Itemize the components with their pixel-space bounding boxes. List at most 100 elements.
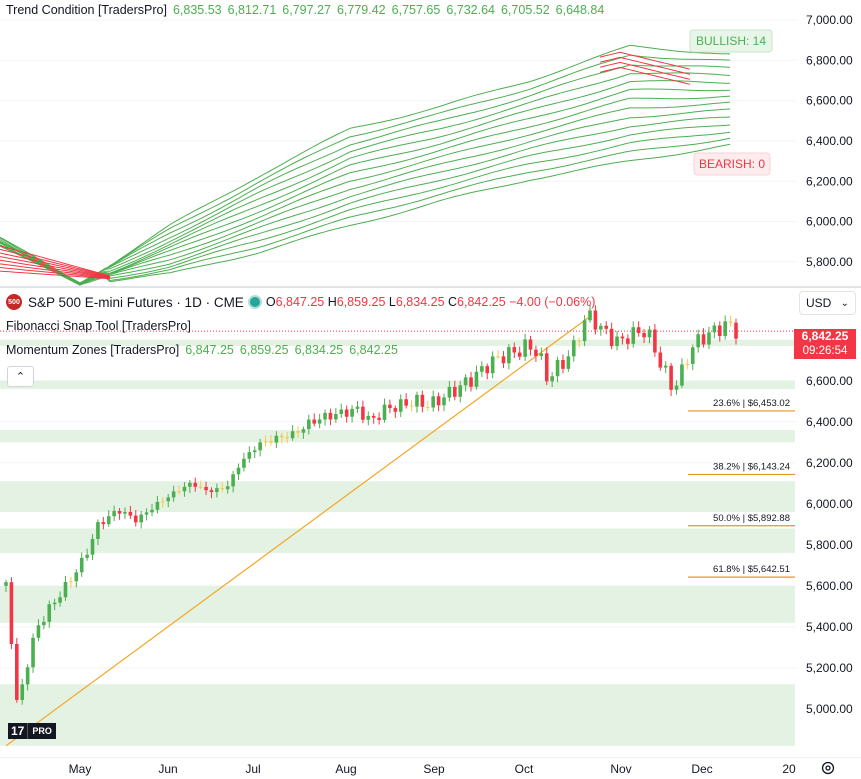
trend-legend: Trend Condition [TradersPro] 6,835.53 6,8… (6, 3, 604, 17)
candle-body (620, 336, 625, 339)
candles (4, 304, 738, 705)
candle-body (328, 412, 333, 420)
candle-body (436, 396, 441, 406)
candle-body (447, 386, 452, 398)
candle-body (485, 366, 490, 374)
candle-body (609, 328, 614, 347)
collapse-legend-button[interactable]: ⌃ (7, 366, 34, 387)
candle-body (20, 684, 25, 700)
time-label: Jul (245, 762, 260, 776)
candle-body (112, 510, 116, 517)
symbol-legend: 500 S&P 500 E-mini Futures · 1D · CME O6… (6, 294, 595, 310)
trend-bearish-line (0, 245, 111, 277)
candle-body (626, 338, 630, 344)
candle-body (58, 597, 62, 603)
candle-body (258, 442, 262, 451)
candle-body (599, 325, 603, 330)
candle-body (539, 353, 544, 357)
momentum-zone (0, 429, 795, 443)
candle-body (480, 366, 484, 372)
trend-grid (0, 19, 795, 263)
candle-body (561, 359, 565, 369)
candle-body (653, 329, 657, 353)
trend-bearish-line (0, 259, 111, 279)
candle-body (101, 522, 106, 525)
symbol-title[interactable]: S&P 500 E-mini Futures · 1D · CME (28, 294, 244, 310)
trend-value: 6,705.52 (500, 3, 550, 17)
trend-bearish-line (0, 267, 111, 279)
trend-ma-line (0, 137, 731, 285)
candle-body (177, 491, 181, 493)
trend-value: 6,812.71 (227, 3, 277, 17)
candle-body (663, 365, 668, 368)
time-label: Sep (423, 762, 445, 776)
trend-price-axis: 7,000.00 6,800.00 6,600.00 6,400.00 6,200.00… (806, 13, 853, 269)
candle-body (209, 490, 214, 493)
time-label: Aug (335, 762, 356, 776)
fib-indicator-name[interactable]: Fibonacci Snap Tool [TradersPro] (6, 319, 191, 333)
price-chart[interactable]: 23.6% | $6,453.02 38.2% | $6,143.24 50.0% … (0, 289, 861, 759)
open-value: 6,847.25 (275, 295, 325, 309)
currency-select[interactable]: USD ⌄ (799, 291, 856, 315)
candle-body (279, 435, 284, 438)
candle-body (707, 332, 711, 345)
candle-body (9, 582, 14, 644)
momentum-indicator-name[interactable]: Momentum Zones [TradersPro] (6, 343, 180, 357)
countdown-value: 09:26:54 (802, 345, 848, 357)
price-tick-label: 6,200.00 (806, 456, 853, 470)
candle-body (528, 339, 533, 350)
candle-body (215, 488, 219, 493)
candle-body (344, 409, 349, 417)
momentum-zone (0, 684, 795, 746)
momentum-indicator-legend: Momentum Zones [TradersPro] 6,847.25 6,85… (6, 343, 398, 357)
low-value: 6,834.25 (395, 295, 445, 309)
candle-body (96, 522, 100, 539)
time-axis-labels: May Jun Jul Aug Sep Oct Nov Dec 20 (69, 762, 796, 776)
momentum-values: 6,847.25 6,859.25 6,834.25 6,842.25 (185, 343, 398, 357)
trend-indicator-name[interactable]: Trend Condition [TradersPro] (6, 3, 167, 17)
candle-body (312, 419, 317, 424)
trend-tick-label: 6,200.00 (806, 174, 853, 188)
candle-body (361, 406, 365, 420)
last-price-value: 6,842.25 (801, 329, 849, 343)
candle-body (225, 486, 230, 490)
high-value: 6,859.25 (336, 295, 386, 309)
momentum-value: 6,859.25 (239, 343, 289, 357)
fib-indicator-legend: Fibonacci Snap Tool [TradersPro] (6, 319, 191, 333)
candle-body (366, 415, 371, 420)
candle-body (398, 399, 403, 412)
tradingview-logo[interactable]: 17 PRO (8, 723, 56, 739)
settings-gear-icon[interactable] (821, 761, 835, 775)
trend-bearish-line (0, 252, 111, 278)
candle-body (382, 404, 387, 420)
candle-body (555, 359, 560, 377)
candle-body (290, 431, 295, 439)
momentum-value: 6,834.25 (294, 343, 344, 357)
candle-body (636, 327, 641, 333)
candle-body (85, 554, 89, 558)
candle-body (544, 353, 549, 382)
bullish-label: BULLISH: 14 (696, 34, 766, 48)
trend-ma-line (0, 64, 731, 286)
candle-body (161, 501, 165, 503)
fibonacci-trendline (0, 314, 795, 747)
candle-body (274, 435, 279, 443)
momentum-zones (0, 339, 795, 746)
candle-body (415, 394, 419, 407)
bearish-badge: BEARISH: 0 (693, 152, 771, 176)
candle-body (642, 332, 646, 338)
fib-level-label: 38.2% | $6,143.24 (713, 461, 790, 472)
candle-body (263, 441, 268, 443)
candle-body (409, 405, 414, 407)
bearish-label: BEARISH: 0 (699, 157, 765, 171)
candle-body (123, 511, 127, 514)
candle-body (377, 417, 381, 420)
trend-condition-chart[interactable]: 7,000.00 6,800.00 6,600.00 6,400.00 6,200.00… (0, 0, 861, 290)
trend-bearish-line (599, 51, 691, 70)
time-axis[interactable]: May Jun Jul Aug Sep Oct Nov Dec 20 (0, 757, 861, 779)
market-status-icon[interactable] (249, 297, 260, 307)
candle-body (712, 325, 717, 333)
trend-ma-line (0, 72, 731, 285)
symbol-logo: 500 (6, 294, 22, 310)
candle-body (507, 347, 511, 364)
